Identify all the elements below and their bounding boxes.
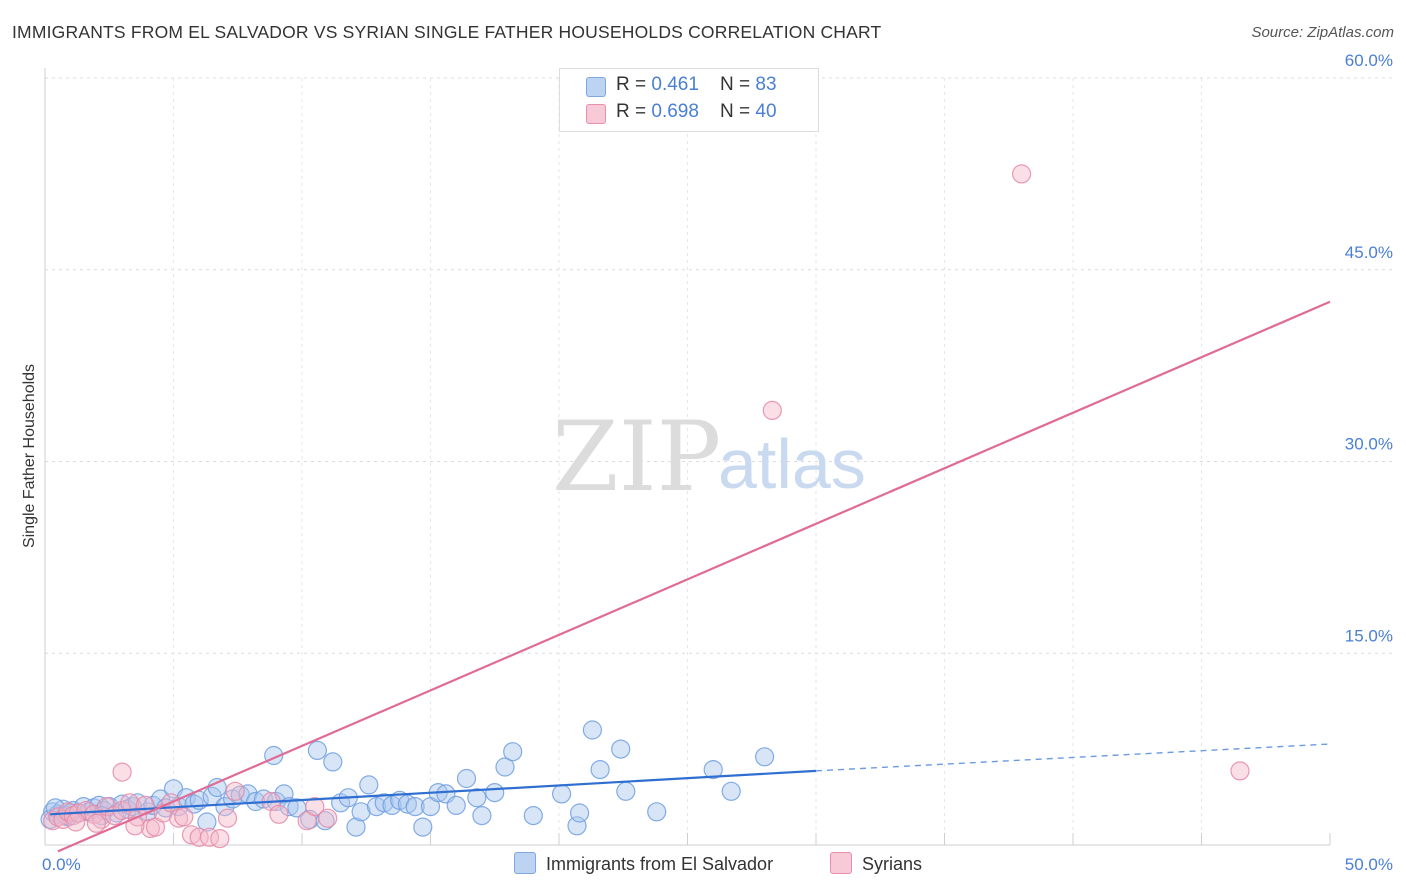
legend-r-label: R = bbox=[616, 74, 652, 95]
el-salvador-point bbox=[359, 775, 379, 795]
bottom-legend-swatch-el-salvador bbox=[514, 852, 536, 874]
stats-legend: R = 0.461 N = 83 R = 0.698 N = 40 bbox=[559, 68, 819, 132]
el-salvador-point bbox=[721, 781, 741, 801]
legend-swatch-syrians bbox=[586, 104, 606, 124]
el-salvador-point bbox=[323, 752, 343, 772]
tick-labels: 15.0% 30.0% 45.0% 60.0% 0.0% 50.0% bbox=[42, 51, 1393, 874]
bottom-legend-label: Immigrants from El Salvador bbox=[546, 854, 774, 874]
el-salvador-point bbox=[495, 757, 515, 777]
syrians-point bbox=[318, 808, 338, 828]
chart-title: IMMIGRANTS FROM EL SALVADOR VS SYRIAN SI… bbox=[12, 22, 882, 42]
el-salvador-trend-extension bbox=[815, 743, 1331, 772]
el-salvador-point bbox=[569, 803, 590, 823]
syrians-point bbox=[210, 828, 230, 849]
el-salvador-point bbox=[405, 796, 425, 817]
legend-n-label: N = bbox=[720, 101, 756, 122]
legend-r-label: R = bbox=[616, 101, 652, 122]
x-tick-label: 0.0% bbox=[42, 855, 81, 874]
syrians-point bbox=[48, 807, 68, 827]
legend-n-label: N = bbox=[720, 74, 756, 95]
syrians-point bbox=[217, 808, 238, 828]
el-salvador-point bbox=[197, 812, 217, 832]
syrians-point bbox=[66, 812, 86, 832]
gridlines bbox=[45, 77, 1393, 845]
el-salvador-point bbox=[215, 796, 235, 817]
el-salvador-trend-line bbox=[50, 769, 817, 816]
syrians-point bbox=[125, 816, 145, 836]
el-salvador-point bbox=[616, 781, 636, 801]
syrians-point bbox=[305, 796, 325, 817]
source-label: Source: ZipAtlas.com bbox=[1251, 24, 1394, 41]
el-salvador-point bbox=[523, 805, 543, 826]
el-salvador-point bbox=[703, 759, 723, 780]
el-salvador-point bbox=[485, 782, 505, 803]
el-salvador-point bbox=[551, 784, 572, 804]
el-salvador-point bbox=[467, 788, 487, 808]
bottom-legend-syrians: Syrians bbox=[830, 852, 922, 875]
bottom-legend-el-salvador: Immigrants from El Salvador bbox=[514, 852, 773, 875]
el-salvador-point bbox=[346, 817, 366, 837]
syrians-point bbox=[225, 781, 245, 801]
el-salvador-point bbox=[413, 817, 433, 837]
el-salvador-point bbox=[307, 740, 327, 761]
legend-swatch-el-salvador bbox=[586, 77, 606, 97]
legend-r-value: 0.698 bbox=[651, 101, 699, 122]
legend-n-value: 40 bbox=[755, 101, 777, 122]
legend-r-value: 0.461 bbox=[651, 74, 699, 95]
el-salvador-point bbox=[472, 805, 492, 826]
syrians-point bbox=[189, 827, 209, 847]
y-tick-label: 60.0% bbox=[1345, 51, 1393, 70]
bottom-legend-label: Syrians bbox=[862, 854, 923, 874]
el-salvador-point bbox=[456, 768, 477, 789]
trend-lines bbox=[50, 300, 1331, 853]
syrians-point bbox=[112, 762, 132, 782]
watermark-zip: ZIP bbox=[552, 401, 721, 513]
syrians-point bbox=[199, 827, 220, 847]
el-salvador-point bbox=[184, 794, 204, 814]
el-salvador-point bbox=[207, 777, 227, 798]
el-salvador-point bbox=[590, 759, 610, 780]
y-tick-label: 15.0% bbox=[1345, 626, 1393, 645]
syrians-point bbox=[269, 804, 289, 824]
syrians-point bbox=[43, 811, 63, 831]
y-tick-label: 45.0% bbox=[1345, 243, 1393, 262]
el-salvador-point bbox=[351, 802, 371, 822]
axes bbox=[44, 68, 1331, 846]
watermark-atlas: atlas bbox=[718, 425, 866, 503]
el-salvador-point bbox=[374, 793, 394, 813]
el-salvador-point bbox=[503, 742, 523, 762]
el-salvador-point bbox=[446, 795, 466, 816]
syrians-point bbox=[1230, 761, 1250, 781]
y-tick-label: 30.0% bbox=[1345, 435, 1393, 454]
y-axis-label: Single Father Households bbox=[21, 364, 38, 548]
x-tick-label: 50.0% bbox=[1345, 855, 1393, 874]
syrians-trend-line bbox=[57, 300, 1331, 853]
legend-n-value: 83 bbox=[755, 74, 777, 95]
syrians-point bbox=[1011, 164, 1032, 184]
el-salvador-point bbox=[647, 802, 667, 822]
el-salvador-point bbox=[611, 739, 631, 759]
syrians-point bbox=[86, 813, 107, 833]
el-salvador-point bbox=[582, 720, 603, 740]
watermark: ZIP atlas bbox=[552, 401, 866, 513]
syrians-point bbox=[762, 400, 782, 420]
syrians-point bbox=[174, 807, 194, 827]
bottom-legend-swatch-syrians bbox=[830, 852, 852, 874]
el-salvador-point bbox=[754, 747, 775, 767]
